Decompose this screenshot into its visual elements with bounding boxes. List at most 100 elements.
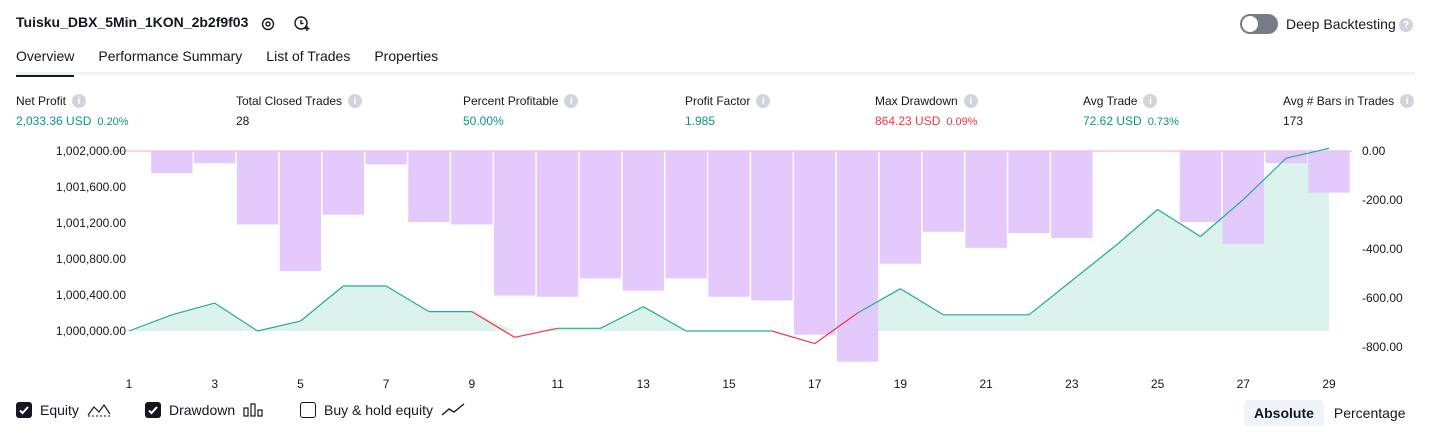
info-icon[interactable]: i — [1400, 94, 1415, 108]
equity-line-segment — [385, 285, 430, 313]
tab-properties[interactable]: Properties — [374, 48, 439, 64]
right-y-tick-label: -800.00 — [1362, 340, 1403, 354]
equity-line-segment — [600, 306, 644, 329]
left-y-tick-label: 1,000,400.00 — [56, 288, 126, 302]
drawdown-bar — [451, 151, 493, 225]
drawdown-checkbox[interactable] — [145, 402, 161, 418]
equity-checkbox[interactable] — [16, 402, 32, 418]
x-tick-label: 13 — [637, 377, 651, 391]
right-y-tick-label: -400.00 — [1362, 242, 1403, 256]
equity-line-segment — [771, 330, 815, 345]
equity-line-segment — [1157, 208, 1201, 238]
info-icon[interactable]: i — [564, 94, 579, 108]
drawdown-bar — [708, 151, 750, 297]
drawdown-bar — [751, 151, 793, 301]
drawdown-bar — [279, 151, 322, 272]
right-y-tick-label: 0.00 — [1362, 144, 1386, 158]
deep-backtesting-toggle[interactable] — [1240, 14, 1278, 34]
drawdown-bar — [151, 151, 193, 174]
info-icon[interactable]: i — [756, 94, 771, 108]
bar-chart-icon — [243, 403, 263, 417]
drawdown-bar — [236, 151, 279, 225]
scale-toggle: Absolute Percentage — [1244, 400, 1416, 426]
info-icon[interactable]: i — [1143, 94, 1158, 108]
stat-percent-profitable: Percent Profitable i 50.00% — [463, 94, 579, 128]
trend-line-icon — [441, 403, 465, 416]
equity-line-segment — [1028, 280, 1073, 316]
strategy-title: Tuisku_DBX_5Min_1KON_2b2f9f03 — [16, 14, 249, 30]
deep-backtesting-label: Deep Backtesting — [1286, 16, 1396, 32]
equity-line-segment — [1114, 209, 1158, 247]
equity-line-segment — [642, 306, 687, 332]
drawdown-bar — [365, 151, 407, 165]
info-icon[interactable]: i — [348, 94, 363, 108]
equity-line-segment — [514, 327, 558, 338]
left-y-tick-label: 1,001,200.00 — [56, 216, 126, 230]
equity-line-segment — [857, 288, 901, 314]
equity-line-segment — [214, 302, 258, 332]
stat-value: 864.23 USD — [875, 114, 941, 128]
equity-line-segment — [900, 288, 944, 316]
stat-value: 2,033.36 USD — [16, 114, 92, 128]
drawdown-bar — [622, 151, 664, 291]
equity-line-segment — [128, 314, 173, 332]
right-y-tick-label: -200.00 — [1362, 193, 1403, 207]
stat-value: 28 — [236, 114, 250, 128]
tab-overview[interactable]: Overview — [16, 48, 75, 77]
legend-drawdown-label: Drawdown — [169, 402, 236, 418]
equity-line-segment — [300, 285, 344, 322]
stat-value: 173 — [1283, 114, 1304, 128]
drawdown-bar — [194, 151, 236, 164]
absolute-button[interactable]: Absolute — [1244, 400, 1324, 426]
legend-buy-hold[interactable]: Buy & hold equity — [300, 402, 465, 418]
settings-icon[interactable] — [258, 14, 278, 34]
stat-value: 72.62 USD — [1083, 114, 1142, 128]
drawdown-bar — [836, 151, 879, 362]
stat-label: Profit Factor — [685, 94, 751, 108]
tab-performance-summary[interactable]: Performance Summary — [98, 48, 243, 64]
drawdown-bar — [322, 151, 364, 215]
equity-line-segment — [1242, 157, 1287, 201]
x-tick-label: 9 — [469, 377, 476, 391]
drawdown-bar — [665, 151, 707, 279]
stat-percent: 0.20% — [97, 116, 129, 128]
percentage-button[interactable]: Percentage — [1333, 405, 1406, 421]
x-tick-label: 5 — [297, 377, 304, 391]
info-icon[interactable]: i — [72, 94, 87, 108]
equity-line-segment — [257, 320, 301, 332]
drawdown-bar — [922, 151, 964, 232]
left-y-tick-label: 1,000,000.00 — [56, 324, 126, 338]
right-y-tick-label: -600.00 — [1362, 291, 1403, 305]
legend-drawdown[interactable]: Drawdown — [145, 402, 265, 418]
stat-label: Avg Trade — [1083, 94, 1138, 108]
equity-line-icon — [87, 403, 111, 417]
legend-equity[interactable]: Equity — [16, 402, 111, 418]
legend-equity-label: Equity — [40, 402, 79, 418]
tab-bar: Overview Performance Summary List of Tra… — [16, 48, 438, 77]
info-icon[interactable]: i — [963, 94, 978, 108]
drawdown-bar — [536, 151, 579, 297]
tab-list-of-trades[interactable]: List of Trades — [266, 48, 351, 64]
stat-max-drawdown: Max Drawdown i 864.23 USD 0.09% — [875, 94, 978, 128]
x-tick-label: 19 — [894, 377, 908, 391]
stat-percent: 0.09% — [946, 116, 978, 128]
buy-hold-checkbox[interactable] — [300, 402, 316, 418]
stat-profit-factor: Profit Factor i 1.985 — [685, 94, 771, 128]
drawdown-bar — [879, 151, 922, 264]
drawdown-bar — [1222, 151, 1264, 245]
drawdown-bar — [1308, 151, 1350, 193]
drawdown-bar — [579, 151, 622, 279]
add-alert-icon[interactable] — [292, 13, 312, 33]
stat-value: 1.985 — [685, 114, 716, 128]
stat-avg-trade: Avg Trade i 72.62 USD 0.73% — [1083, 94, 1179, 128]
drawdown-bar — [794, 151, 836, 335]
equity-line-segment — [1071, 245, 1116, 282]
x-tick-label: 11 — [551, 377, 564, 391]
stat-label: Net Profit — [16, 94, 67, 108]
help-icon[interactable]: ? — [1399, 18, 1413, 32]
drawdown-bar — [408, 151, 450, 223]
left-y-tick-label: 1,000,800.00 — [56, 252, 126, 266]
equity-drawdown-chart[interactable]: 1,002,000.00 1,001,600.00 1,001,200.00 1,00… — [0, 140, 1431, 395]
equity-line-segment — [814, 312, 858, 345]
stat-label: Max Drawdown — [875, 94, 958, 108]
